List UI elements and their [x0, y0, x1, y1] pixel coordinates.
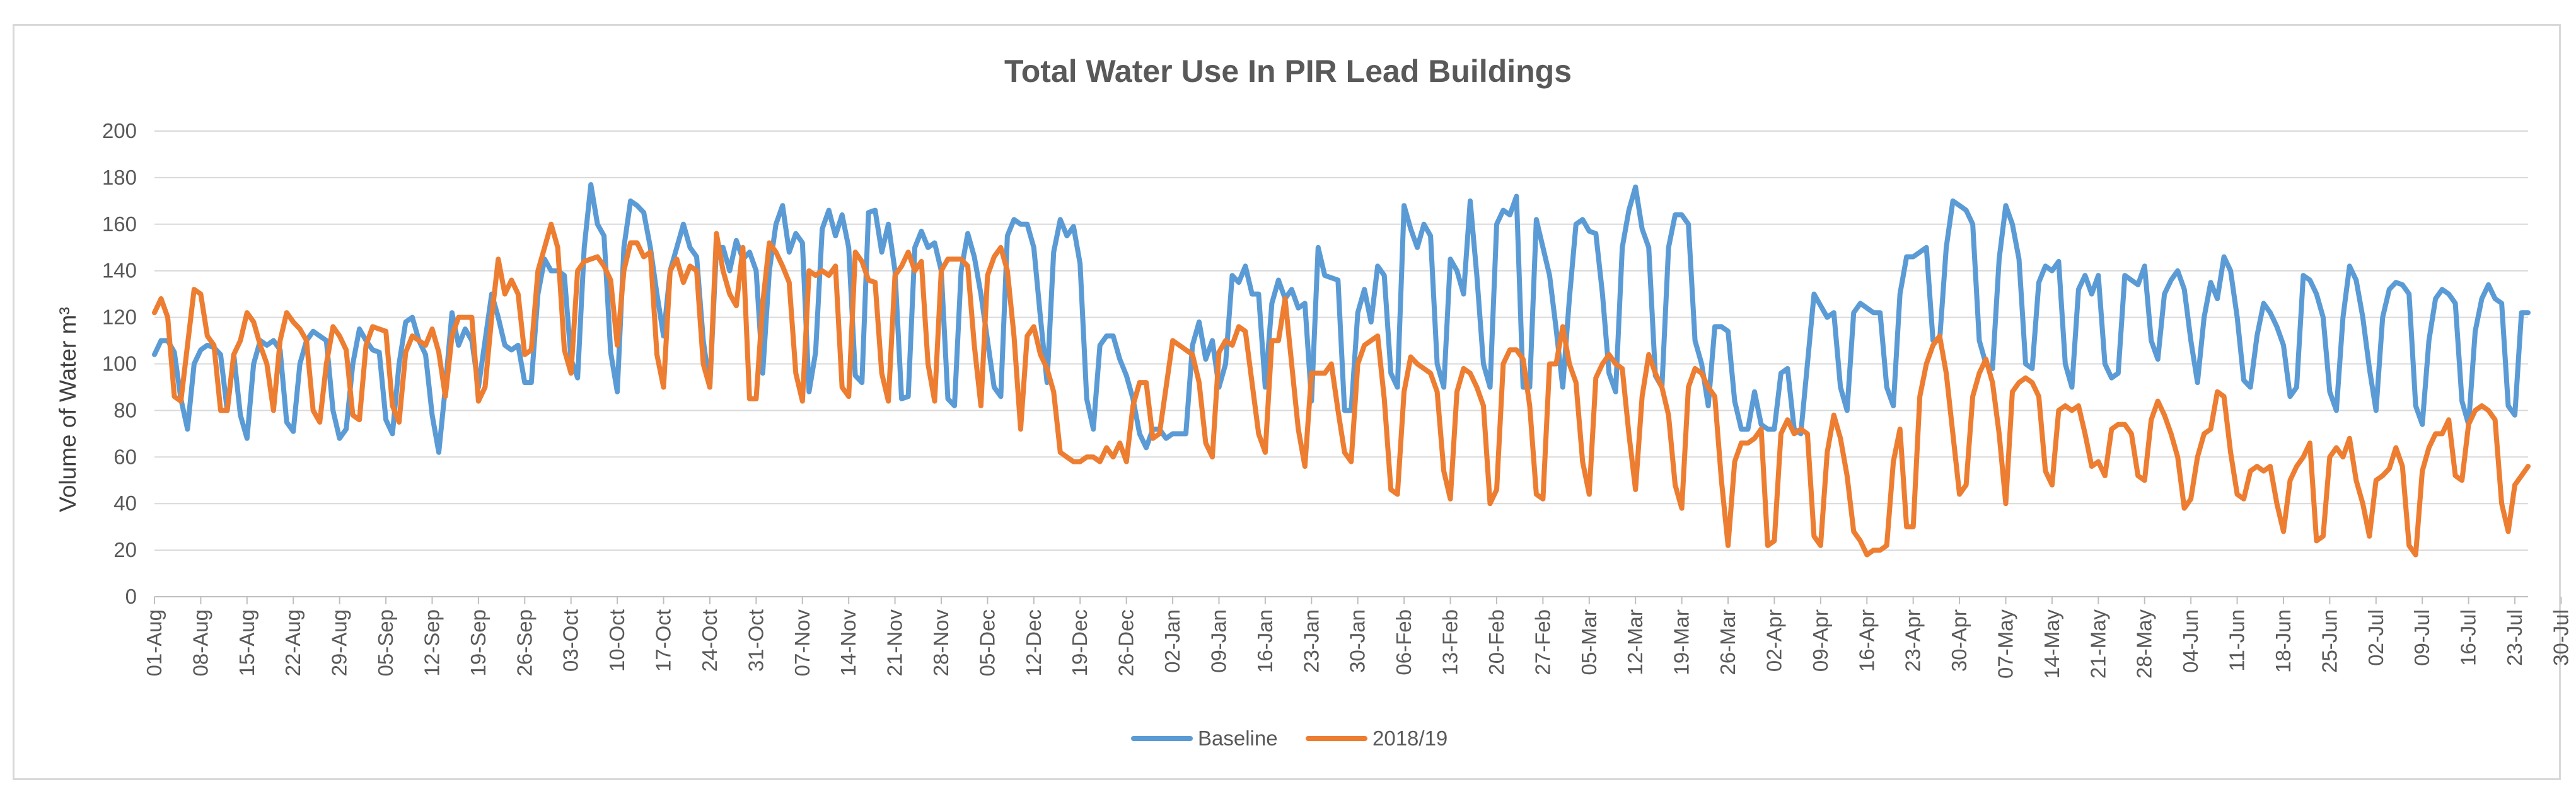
x-tick-label: 14-May: [2040, 609, 2063, 679]
x-tick-label: 12-Sep: [420, 609, 443, 676]
x-tick-label: 16-Apr: [1855, 609, 1878, 672]
chart-container: [13, 24, 2561, 780]
legend: Baseline 2018/19: [1131, 727, 1448, 750]
x-tick-label: 15-Aug: [235, 609, 258, 676]
x-tick-label: 14-Nov: [837, 609, 860, 677]
x-tick-label: 28-Nov: [929, 609, 953, 677]
x-tick-label: 09-Apr: [1809, 609, 1832, 672]
y-tick-label: 40: [113, 491, 137, 515]
x-tick-label: 19-Mar: [1670, 609, 1693, 675]
chart-title: Total Water Use In PIR Lead Buildings: [1004, 54, 1572, 89]
y-tick-label: 20: [113, 538, 137, 561]
plot-area: [152, 182, 2531, 558]
x-tick-label: 31-Oct: [744, 609, 767, 672]
x-tick-label: 05-Dec: [975, 609, 999, 676]
x-tick-label: 23-Jul: [2503, 609, 2526, 666]
x-tick-label: 30-Jan: [1346, 609, 1369, 673]
x-tick-label: 18-Jun: [2271, 609, 2295, 673]
x-tick-label: 04-Jun: [2179, 609, 2202, 673]
x-tick-label: 26-Sep: [513, 609, 536, 676]
legend-label-2018-19: 2018/19: [1372, 727, 1448, 750]
y-tick-label: 140: [102, 259, 137, 282]
x-tick-label: 05-Sep: [374, 609, 397, 676]
x-tick-label: 13-Feb: [1439, 609, 1462, 675]
x-tick-label: 10-Oct: [605, 609, 629, 672]
x-tick-label: 02-Apr: [1762, 609, 1785, 672]
x-tick-label: 12-Dec: [1022, 609, 1045, 676]
x-tick-label: 17-Oct: [652, 609, 675, 672]
x-tick-label: 26-Mar: [1716, 609, 1739, 675]
x-tick-label: 09-Jan: [1207, 609, 1230, 673]
x-tick-label: 07-May: [1993, 609, 2017, 679]
x-tick-label: 24-Oct: [698, 609, 721, 672]
y-tick-label: 0: [125, 585, 137, 608]
x-tick-label: 09-Jul: [2410, 609, 2434, 666]
series-line-2018-19: [152, 221, 2531, 558]
x-tick-label: 11-Jun: [2225, 609, 2249, 671]
x-tick-label: 01-Aug: [142, 609, 166, 676]
y-tick-label: 80: [113, 398, 137, 422]
x-tick-label: 03-Oct: [559, 609, 583, 672]
x-tick-label: 25-Jun: [2318, 609, 2341, 673]
x-tick-label: 06-Feb: [1392, 609, 1415, 675]
x-tick-label: 30-Jul: [2549, 609, 2572, 666]
x-tick-label: 21-May: [2086, 609, 2109, 679]
y-axis: 0 20 40 60 80 100 120 140 160 180 200: [102, 119, 137, 608]
y-tick-label: 60: [113, 445, 137, 468]
x-tick-label: 19-Dec: [1068, 609, 1091, 676]
y-tick-label: 120: [102, 306, 137, 329]
x-tick-label: 08-Aug: [189, 609, 212, 676]
y-tick-label: 180: [102, 166, 137, 189]
x-tick-label: 30-Apr: [1947, 609, 1971, 672]
y-tick-label: 160: [102, 212, 137, 236]
x-tick-label: 16-Jan: [1253, 609, 1277, 673]
x-tick-label: 22-Aug: [281, 609, 305, 676]
x-tick-label: 02-Jul: [2364, 609, 2387, 666]
series-line-baseline: [152, 182, 2531, 455]
y-axis-title: Volume of Water m³: [55, 307, 81, 512]
x-tick-label: 05-Mar: [1577, 609, 1601, 675]
x-tick-label: 28-May: [2133, 609, 2156, 679]
x-tick-label: 21-Nov: [883, 609, 907, 677]
x-tick-label: 07-Nov: [791, 609, 814, 677]
x-tick-label: 23-Jan: [1299, 609, 1323, 673]
x-tick-label: 29-Aug: [328, 609, 351, 676]
x-tick-label: 19-Sep: [467, 609, 490, 676]
x-tick-label: 26-Dec: [1115, 609, 1138, 676]
x-tick-label: 20-Feb: [1485, 609, 1508, 675]
y-tick-label: 100: [102, 352, 137, 376]
x-tick-label: 16-Jul: [2457, 609, 2480, 666]
x-tick-label: 02-Jan: [1161, 609, 1184, 673]
x-tick-label: 12-Mar: [1623, 609, 1647, 675]
y-tick-label: 200: [102, 119, 137, 142]
x-tick-label: 23-Apr: [1901, 609, 1925, 672]
legend-label-baseline: Baseline: [1198, 727, 1278, 750]
x-axis: 01-Aug 08-Aug 15-Aug 22-Aug 29-Aug 05-Sep 12-S…: [142, 596, 2572, 679]
x-tick-label: 27-Feb: [1531, 609, 1554, 675]
